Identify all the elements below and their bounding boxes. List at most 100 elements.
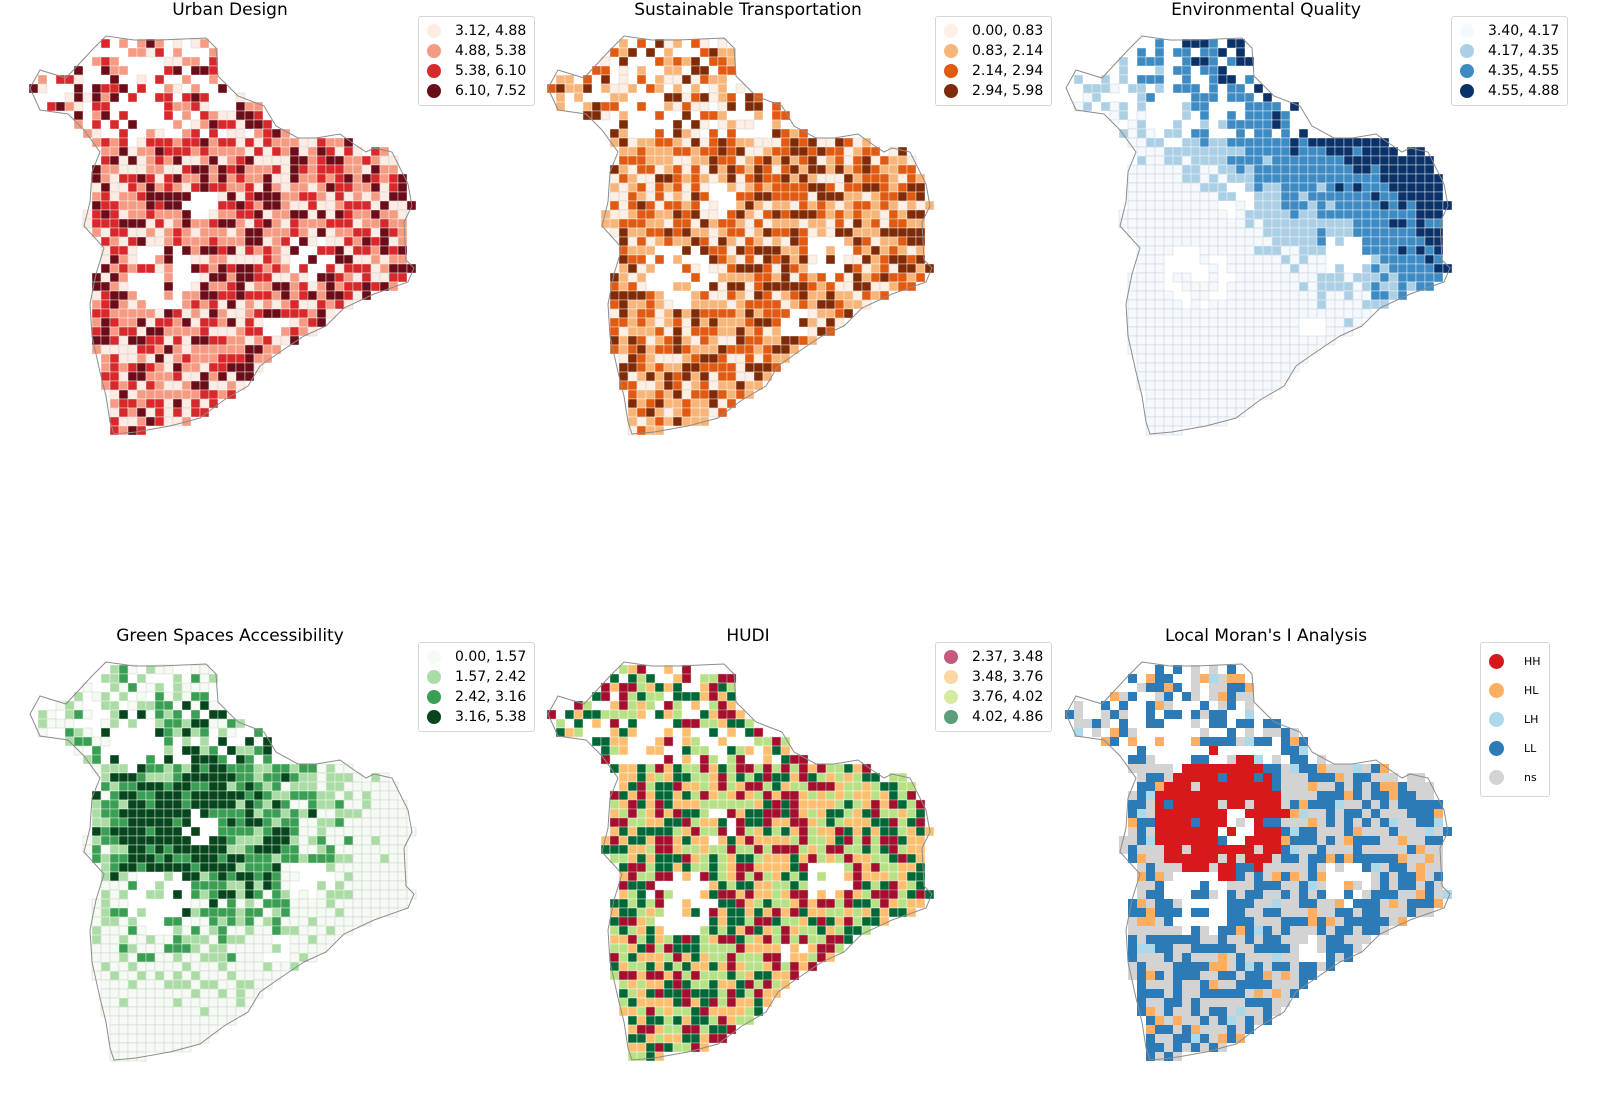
grid-cell — [915, 263, 926, 274]
grid-cell — [352, 862, 363, 873]
grid-cell — [735, 853, 746, 864]
grid-cell — [1334, 200, 1345, 211]
grid-cell — [343, 146, 354, 157]
grid-cell — [708, 916, 719, 927]
grid-cell — [654, 736, 665, 747]
grid-cell — [825, 898, 836, 909]
grid-cell — [807, 853, 818, 864]
grid-cell — [1325, 173, 1336, 184]
grid-cell — [654, 835, 665, 846]
grid-cell — [226, 155, 237, 166]
grid-cell — [226, 128, 237, 139]
grid-cell — [145, 209, 156, 220]
grid-cell — [172, 47, 183, 58]
grid-cell — [1316, 272, 1327, 283]
grid-cell — [1163, 398, 1174, 409]
grid-cell — [1335, 764, 1344, 773]
grid-cell — [879, 173, 890, 184]
district-boundary — [29, 661, 415, 1061]
grid-cell — [1262, 371, 1273, 382]
grid-cell — [744, 164, 755, 175]
grid-cell — [1181, 389, 1192, 400]
grid-cell — [636, 1006, 647, 1017]
grid-cell — [654, 209, 665, 220]
grid-cell — [91, 209, 102, 220]
grid-cell — [289, 844, 300, 855]
grid-cell — [352, 227, 363, 238]
grid-cell — [109, 380, 120, 391]
grid-cell — [1181, 155, 1192, 166]
grid-cell — [379, 263, 390, 274]
grid-cell — [1181, 335, 1192, 346]
grid-cell — [735, 254, 746, 265]
grid-cell — [1244, 317, 1255, 328]
grid-cell — [879, 826, 890, 837]
grid-cell — [316, 907, 327, 918]
grid-cell — [325, 236, 336, 247]
grid-cell — [663, 146, 674, 157]
grid-cell — [163, 317, 174, 328]
grid-cell — [244, 772, 255, 783]
grid-cell — [91, 925, 102, 936]
grid-cell — [190, 763, 201, 774]
grid-cell — [1397, 281, 1408, 292]
grid-cell — [136, 416, 147, 427]
grid-cell — [807, 155, 818, 166]
grid-cell — [190, 245, 201, 256]
grid-cell — [217, 272, 228, 283]
grid-cell — [699, 137, 710, 148]
grid-cell — [271, 137, 282, 148]
grid-cell — [636, 326, 647, 337]
grid-cell — [717, 979, 728, 990]
grid-cell — [609, 317, 620, 328]
grid-cell — [163, 380, 174, 391]
grid-cell — [181, 718, 192, 729]
grid-cell — [1199, 38, 1210, 49]
grid-cells — [28, 38, 417, 436]
grid-cell — [244, 952, 255, 963]
grid-cell — [163, 326, 174, 337]
grid-cell — [235, 844, 246, 855]
grid-cell — [199, 700, 210, 711]
grid-cell — [1343, 326, 1354, 337]
grid-cell — [771, 218, 782, 229]
grid-cell — [271, 790, 282, 801]
grid-cell — [307, 317, 318, 328]
grid-cell — [181, 979, 192, 990]
grid-cell — [618, 263, 629, 274]
grid-cell — [771, 227, 782, 238]
grid-cell — [163, 781, 174, 792]
grid-cell — [1154, 254, 1165, 265]
grid-cell — [307, 790, 318, 801]
grid-cell — [825, 943, 836, 954]
grid-cell — [244, 979, 255, 990]
grid-cell — [798, 254, 809, 265]
grid-cell — [109, 916, 120, 927]
grid-cell — [217, 182, 228, 193]
grid-cell — [262, 209, 273, 220]
grid-cell — [1145, 407, 1156, 418]
legend-item: 2.14, 2.94 — [944, 61, 1043, 81]
grid-cell — [717, 700, 728, 711]
grid-cell — [1388, 173, 1399, 184]
grid-cell — [870, 781, 881, 792]
grid-cell — [1262, 317, 1273, 328]
grid-cell — [1299, 746, 1308, 755]
grid-cell — [1236, 764, 1245, 773]
grid-cell — [1190, 353, 1201, 364]
grid-cell — [271, 281, 282, 292]
grid-cell — [843, 137, 854, 148]
grid-cell — [100, 137, 111, 148]
grid-cell — [154, 808, 165, 819]
grid-cell — [136, 83, 147, 94]
grid-cell — [226, 862, 237, 873]
grid-cell — [1172, 362, 1183, 373]
grid-cell — [1244, 335, 1255, 346]
grid-cell — [852, 182, 863, 193]
grid-cell — [235, 182, 246, 193]
grid-cell — [618, 308, 629, 319]
grid-cell — [253, 808, 264, 819]
grid-cell — [699, 889, 710, 900]
grid-cell — [879, 835, 890, 846]
grid-cell — [879, 880, 890, 891]
